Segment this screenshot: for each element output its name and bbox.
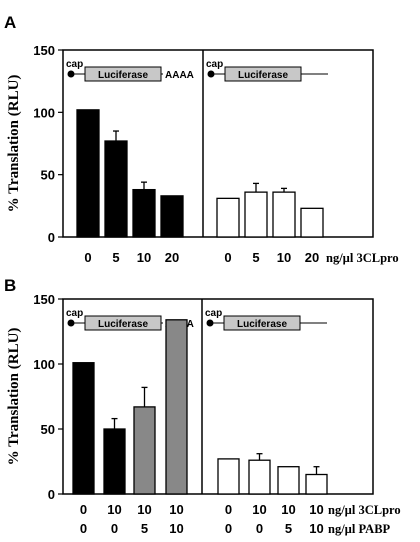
x-tick-label: 0 bbox=[80, 502, 87, 517]
x-row-label: ng/µl 3CLpro bbox=[326, 251, 399, 265]
cap-label: cap bbox=[206, 59, 223, 70]
x-tick-label: 5 bbox=[252, 250, 259, 265]
y-tick-label: 100 bbox=[33, 105, 55, 120]
x-tick-label: 0 bbox=[225, 521, 232, 536]
x-tick-label: 0 bbox=[84, 250, 91, 265]
y-tick-label: 50 bbox=[41, 422, 55, 437]
panel-label: A bbox=[4, 13, 16, 32]
bar bbox=[305, 473, 328, 495]
construct-diagram: cap Luciferase bbox=[205, 308, 327, 331]
cap-label: cap bbox=[66, 59, 83, 70]
x-tick-label: 0 bbox=[224, 250, 231, 265]
y-axis-label: % Translation (RLU) bbox=[6, 75, 22, 213]
x-tick-label: 5 bbox=[141, 521, 148, 536]
cap-label: cap bbox=[205, 308, 222, 319]
luciferase-box bbox=[84, 315, 162, 331]
y-tick-label: 100 bbox=[33, 357, 55, 372]
x-tick-label: 0 bbox=[225, 502, 232, 517]
x-tick-label: 0 bbox=[80, 521, 87, 536]
bar bbox=[217, 458, 240, 495]
bar bbox=[272, 191, 296, 238]
gene-label: Luciferase bbox=[98, 70, 148, 81]
bar bbox=[72, 362, 95, 495]
x-tick-label: 10 bbox=[281, 502, 295, 517]
x-tick-label: 5 bbox=[285, 521, 292, 536]
gene-label: Luciferase bbox=[237, 319, 287, 330]
bar bbox=[103, 428, 126, 495]
x-row-label: ng/µl PABP bbox=[328, 522, 391, 536]
x-tick-label: 0 bbox=[256, 521, 263, 536]
y-tick-label: 150 bbox=[33, 292, 55, 307]
bar bbox=[216, 197, 240, 238]
x-tick-label: 0 bbox=[111, 521, 118, 536]
x-tick-label: 10 bbox=[137, 502, 151, 517]
panel-label: B bbox=[4, 276, 16, 295]
bar bbox=[165, 319, 188, 495]
bar bbox=[104, 140, 128, 238]
bar bbox=[133, 406, 156, 495]
x-tick-label: 10 bbox=[252, 502, 266, 517]
luciferase-box bbox=[224, 66, 302, 82]
construct-diagram: cap Luciferase AAAA bbox=[66, 59, 194, 82]
construct-diagram: cap Luciferase bbox=[206, 59, 328, 82]
bar bbox=[160, 195, 184, 238]
y-axis-label: % Translation (RLU) bbox=[6, 328, 22, 466]
luciferase-box bbox=[84, 66, 162, 82]
bar bbox=[248, 459, 271, 495]
gene-label: Luciferase bbox=[238, 70, 288, 81]
gene-label: Luciferase bbox=[98, 319, 148, 330]
y-tick-label: 0 bbox=[48, 487, 55, 502]
x-tick-label: 10 bbox=[107, 502, 121, 517]
bar bbox=[277, 466, 300, 495]
bar bbox=[132, 188, 156, 238]
y-tick-label: 150 bbox=[33, 43, 55, 58]
polya-label: AAAA bbox=[165, 70, 194, 81]
luciferase-box bbox=[223, 315, 301, 331]
cap-label: cap bbox=[66, 308, 83, 319]
y-tick-label: 50 bbox=[41, 168, 55, 183]
x-tick-label: 20 bbox=[165, 250, 179, 265]
x-tick-label: 10 bbox=[169, 521, 183, 536]
x-tick-label: 5 bbox=[112, 250, 119, 265]
x-tick-label: 10 bbox=[169, 502, 183, 517]
x-tick-label: 10 bbox=[309, 502, 323, 517]
bar bbox=[300, 207, 324, 238]
x-tick-label: 10 bbox=[137, 250, 151, 265]
x-tick-label: 20 bbox=[305, 250, 319, 265]
y-tick-label: 0 bbox=[48, 230, 55, 245]
x-tick-label: 10 bbox=[309, 521, 323, 536]
bar bbox=[244, 191, 268, 238]
x-tick-label: 10 bbox=[277, 250, 291, 265]
bar bbox=[76, 109, 100, 238]
x-row-label: ng/µl 3CLpro bbox=[328, 503, 401, 517]
